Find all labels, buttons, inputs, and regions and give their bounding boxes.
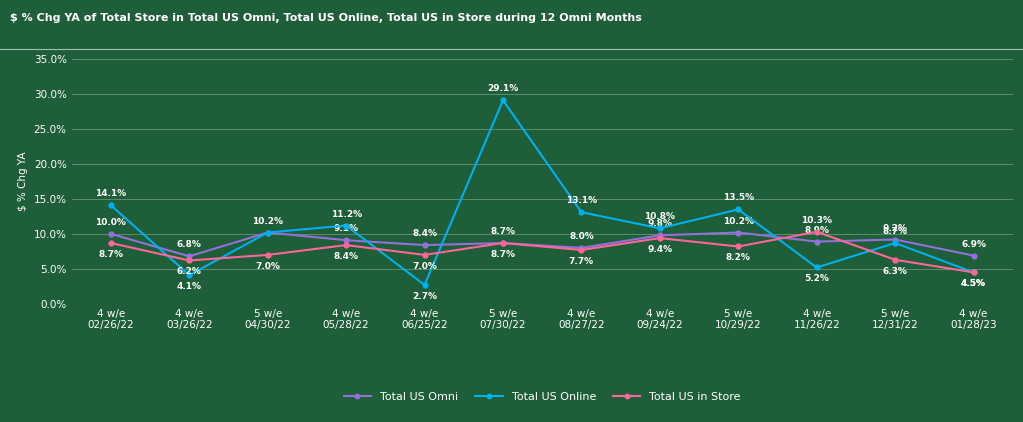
Text: 8.7%: 8.7%	[883, 227, 907, 236]
Total US Omni	[810, 239, 822, 244]
Text: 10.2%: 10.2%	[253, 216, 283, 226]
Text: 7.0%: 7.0%	[256, 262, 280, 271]
Total US in Store	[732, 244, 745, 249]
Total US Online	[262, 230, 274, 235]
Total US Online	[340, 223, 352, 228]
Text: $ % Chg YA of Total Store in Total US Omni, Total US Online, Total US in Store d: $ % Chg YA of Total Store in Total US Om…	[10, 13, 642, 23]
Text: 4.5%: 4.5%	[961, 279, 986, 288]
Text: 8.7%: 8.7%	[98, 250, 124, 259]
Total US in Store	[497, 241, 509, 246]
Total US Omni	[497, 241, 509, 246]
Text: 8.4%: 8.4%	[333, 252, 359, 261]
Text: 9.4%: 9.4%	[648, 245, 672, 254]
Text: 10.2%: 10.2%	[723, 216, 754, 226]
Text: 8.7%: 8.7%	[490, 227, 516, 236]
Total US in Store	[889, 257, 901, 262]
Total US in Store	[654, 235, 666, 241]
Total US Omni	[575, 245, 587, 250]
Total US Online	[497, 98, 509, 103]
Total US Online	[183, 273, 195, 278]
Total US Online	[418, 282, 431, 287]
Total US in Store	[104, 241, 117, 246]
Text: 7.0%: 7.0%	[412, 262, 437, 271]
Text: 13.1%: 13.1%	[566, 196, 597, 205]
Text: 10.0%: 10.0%	[95, 218, 126, 227]
Text: 8.4%: 8.4%	[412, 229, 437, 238]
Text: 8.0%: 8.0%	[569, 232, 593, 241]
Text: 8.9%: 8.9%	[804, 226, 830, 235]
Text: 8.2%: 8.2%	[726, 254, 751, 262]
Text: 9.2%: 9.2%	[883, 224, 907, 233]
Text: 2.7%: 2.7%	[412, 292, 437, 301]
Legend: Total US Omni, Total US Online, Total US in Store: Total US Omni, Total US Online, Total US…	[339, 388, 746, 407]
Line: Total US Omni: Total US Omni	[108, 230, 976, 259]
Total US Omni	[968, 253, 980, 258]
Total US in Store	[340, 243, 352, 248]
Text: 6.8%: 6.8%	[177, 241, 202, 249]
Text: 29.1%: 29.1%	[487, 84, 519, 93]
Text: 6.9%: 6.9%	[961, 240, 986, 249]
Total US in Store	[810, 229, 822, 234]
Line: Total US in Store: Total US in Store	[108, 230, 976, 275]
Total US Omni	[418, 243, 431, 248]
Text: 4.5%: 4.5%	[961, 279, 986, 288]
Total US in Store	[418, 252, 431, 257]
Text: 6.3%: 6.3%	[883, 267, 907, 276]
Text: 14.1%: 14.1%	[95, 189, 127, 198]
Total US Online	[104, 203, 117, 208]
Total US Omni	[732, 230, 745, 235]
Total US Omni	[183, 254, 195, 259]
Total US in Store	[968, 270, 980, 275]
Text: 9.1%: 9.1%	[333, 224, 359, 233]
Text: 13.5%: 13.5%	[722, 194, 754, 203]
Total US Omni	[104, 231, 117, 236]
Total US Omni	[262, 230, 274, 235]
Total US Omni	[340, 238, 352, 243]
Total US in Store	[262, 252, 274, 257]
Line: Total US Online: Total US Online	[108, 98, 976, 287]
Total US Online	[810, 265, 822, 270]
Text: 8.7%: 8.7%	[490, 250, 516, 259]
Total US Online	[654, 226, 666, 231]
Text: 6.2%: 6.2%	[177, 268, 202, 276]
Text: 4.1%: 4.1%	[177, 282, 202, 291]
Total US Omni	[889, 237, 901, 242]
Text: 10.8%: 10.8%	[644, 212, 675, 222]
Text: 5.2%: 5.2%	[804, 274, 829, 284]
Text: 10.3%: 10.3%	[801, 216, 832, 225]
Total US Online	[732, 207, 745, 212]
Total US in Store	[183, 258, 195, 263]
Total US in Store	[575, 247, 587, 252]
Text: 11.2%: 11.2%	[330, 210, 362, 219]
Total US Omni	[654, 233, 666, 238]
Y-axis label: $ % Chg YA: $ % Chg YA	[18, 152, 29, 211]
Total US Online	[968, 270, 980, 275]
Text: 7.7%: 7.7%	[569, 257, 594, 266]
Text: 9.8%: 9.8%	[648, 219, 672, 228]
Total US Online	[889, 241, 901, 246]
Total US Online	[575, 210, 587, 215]
